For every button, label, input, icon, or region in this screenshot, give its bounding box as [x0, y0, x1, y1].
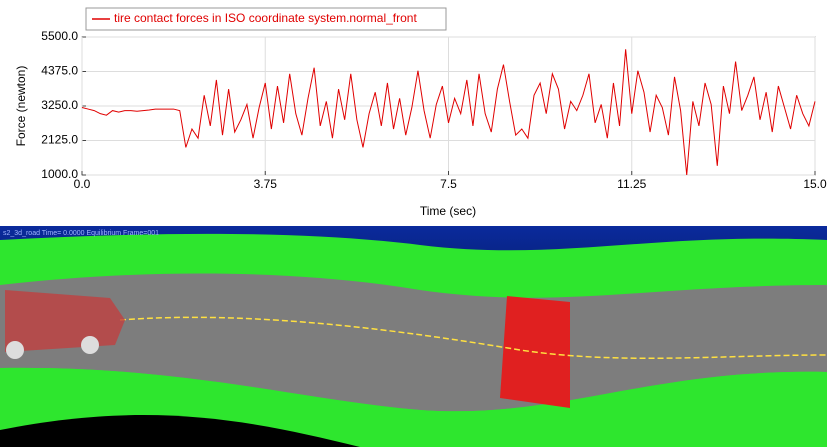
viewport-caption: s2_3d_road Time= 0.0000 Equilibrium Fram… [3, 230, 159, 237]
y-tick-label: 5500.0 [41, 29, 78, 43]
path-trace [119, 316, 827, 360]
data-line [81, 49, 816, 176]
x-tick-label: 7.5 [440, 177, 457, 191]
x-tick-label: 0.0 [74, 177, 91, 191]
x-tick-label: 11.25 [617, 177, 646, 191]
y-tick-label: 2125.0 [41, 133, 78, 147]
render-view: s2_3d_road Time= 0.0000 Equilibrium Fram… [0, 226, 827, 447]
y-tick-label: 3250.0 [41, 98, 78, 112]
car-wheel [6, 341, 24, 359]
car-wheel [81, 336, 99, 354]
car-model [5, 290, 125, 352]
y-axis-label: Force (newton) [14, 66, 28, 147]
x-axis-label: Time (sec) [420, 204, 476, 218]
legend-box [85, 7, 447, 31]
legend-label: tire contact forces in ISO coordinate sy… [114, 11, 417, 25]
y-tick-label: 1000.0 [41, 167, 78, 181]
y-tick-label: 4375.0 [41, 64, 78, 78]
road-surface [0, 273, 827, 412]
x-tick-label: 3.75 [254, 177, 278, 191]
x-tick-label: 15.0 [803, 177, 827, 191]
ground-shadow [0, 415, 360, 447]
